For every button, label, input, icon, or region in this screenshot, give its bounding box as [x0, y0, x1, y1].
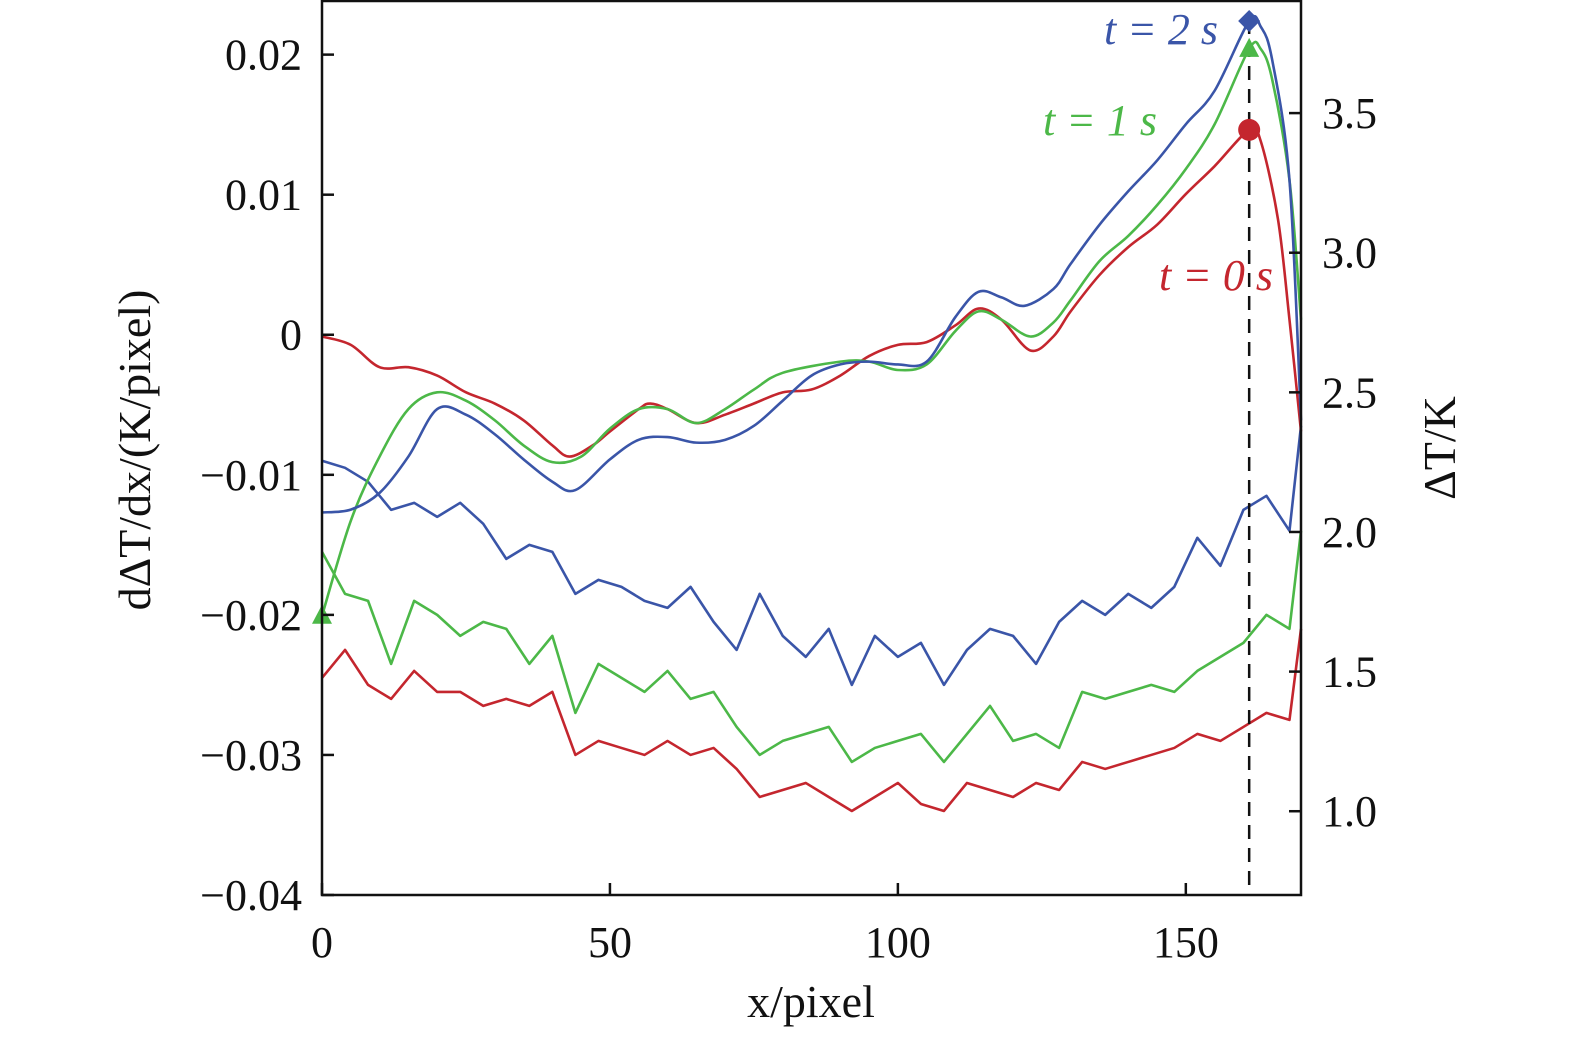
tick-layer: 0 50 100 150 0.02 0.01 0 −0.01 −0.02 −0.03 −0.04 3.… — [200, 31, 1377, 967]
left-tick-label: −0.01 — [200, 451, 302, 500]
right-y-axis-label: ΔT/K — [1414, 396, 1465, 500]
annotation-t1: t = 1 s — [1043, 96, 1157, 145]
right-tick-label: 3.0 — [1322, 229, 1377, 278]
derivative-line-t0 — [320, 628, 1303, 813]
deltaT-line-t1 — [320, 40, 1303, 617]
x-tick-label: 100 — [865, 918, 931, 967]
left-tick-label: 0 — [280, 311, 302, 360]
left-tick-label: −0.02 — [200, 591, 302, 640]
right-tick-label: 1.5 — [1322, 648, 1377, 697]
x-tick-label: 50 — [588, 918, 632, 967]
right-tick-label: 1.0 — [1322, 787, 1377, 836]
right-tick-label: 2.0 — [1322, 508, 1377, 557]
right-tick-label: 3.5 — [1322, 89, 1377, 138]
series-layer — [320, 14, 1303, 813]
plot-frame — [320, 0, 1303, 897]
x-axis-label: x/pixel — [747, 976, 875, 1027]
left-tick-label: −0.03 — [200, 731, 302, 780]
peak-marker-t0 — [1238, 118, 1261, 141]
annotation-t2: t = 2 s — [1104, 5, 1218, 54]
deltaT-line-t2 — [321, 14, 1303, 514]
annotation-t0: t = 0 s — [1159, 251, 1273, 300]
deltaT-line-t0 — [321, 126, 1303, 458]
left-tick-label: 0.01 — [225, 171, 302, 220]
left-y-axis-label: dΔT/dx/(K/pixel) — [109, 290, 160, 611]
left-tick-label: −0.04 — [200, 871, 302, 920]
right-tick-label: 2.5 — [1322, 368, 1377, 417]
marker-layer — [312, 9, 1261, 624]
x-tick-label: 150 — [1153, 918, 1219, 967]
derivative-line-t1 — [320, 530, 1303, 764]
peak-marker-t2 — [1238, 9, 1261, 32]
derivative-line-t2 — [321, 425, 1303, 687]
x-tick-label: 0 — [311, 918, 333, 967]
peak-marker-t1 — [1239, 37, 1260, 57]
left-tick-label: 0.02 — [225, 31, 302, 80]
